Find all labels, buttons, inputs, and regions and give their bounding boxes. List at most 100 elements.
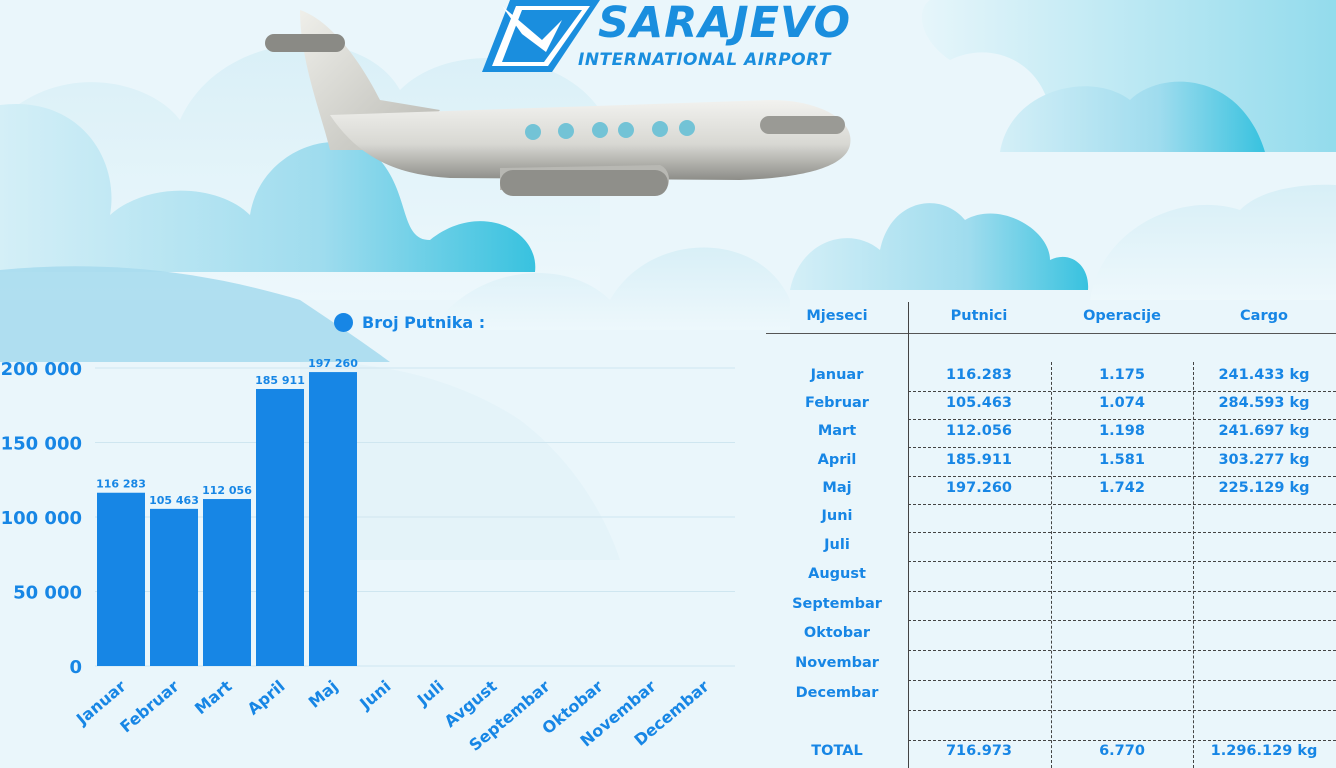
table-row-month: Septembar: [792, 596, 882, 612]
table-cell-putnici: 105.463: [945, 395, 1013, 411]
table-row-month: Novembar: [795, 655, 879, 671]
chart-legend: Broj Putnika :: [334, 311, 485, 333]
airplane-window: [525, 124, 541, 140]
bar-januar: [97, 492, 145, 666]
table-header-divider: [766, 333, 1336, 334]
x-tick-label: Februar: [116, 676, 182, 736]
legend-marker: [334, 312, 353, 332]
cloud-shape: [300, 361, 620, 560]
table-row-month: April: [817, 452, 857, 468]
y-tick-label: 150 000: [1, 434, 82, 455]
airplane-fuselage: [330, 100, 851, 180]
table-total-cargo: 1.296.129 kg: [1210, 743, 1318, 759]
x-tick-label: Maj: [305, 677, 342, 712]
table-header-operacije: Operacije: [1083, 308, 1161, 324]
bar-mart: [203, 499, 251, 666]
table-row-month: August: [808, 566, 866, 582]
bar-februar: [150, 508, 198, 666]
table-row-divider: [908, 740, 1336, 741]
table-column-divider: [908, 302, 909, 768]
table-row-divider: [908, 620, 1336, 621]
data-label: 112 056: [202, 484, 252, 497]
table-total-operacije: 6.770: [1099, 743, 1145, 759]
table-column-divider: [1051, 362, 1052, 768]
table-row-divider: [908, 561, 1336, 562]
table-header-putnici: Putnici: [950, 308, 1008, 324]
airplane-window: [679, 120, 695, 136]
bar-maj: [309, 372, 357, 666]
table-total-putnici: 716.973: [945, 743, 1013, 759]
table-row-month: Januar: [810, 367, 864, 383]
airplane-illustration: [265, 10, 851, 196]
bar-april: [256, 388, 304, 666]
cloud-shape: [1000, 81, 1265, 152]
table-row-month: Juli: [824, 537, 850, 553]
table-row-month: Juni: [821, 508, 853, 524]
data-label: 116 283: [96, 478, 146, 491]
table-cell-putnici: 197.260: [945, 480, 1013, 496]
table-cell-putnici: 185.911: [945, 452, 1013, 468]
data-label: 197 260: [308, 357, 358, 370]
table-row-divider: [908, 391, 1336, 392]
table-row-divider: [908, 680, 1336, 681]
airplane-window: [652, 121, 668, 137]
table-row-divider: [908, 710, 1336, 711]
x-tick-label: Juni: [355, 677, 394, 714]
airplane-cockpit-window: [760, 116, 845, 134]
table-cell-cargo: 284.593 kg: [1218, 395, 1310, 411]
table-header-mjeseci: Mjeseci: [806, 308, 868, 324]
table-cell-operacije: 1.742: [1099, 480, 1145, 496]
table-row-month: Mart: [817, 423, 857, 439]
table-cell-cargo: 225.129 kg: [1218, 480, 1310, 496]
table-row-divider: [908, 447, 1336, 448]
data-label: 105 463: [149, 494, 199, 507]
table-cell-operacije: 1.198: [1099, 423, 1145, 439]
cloud-shape: [430, 247, 790, 330]
table-cell-cargo: 241.433 kg: [1218, 367, 1310, 383]
table-row-month: Maj: [822, 480, 852, 496]
table-cell-cargo: 241.697 kg: [1218, 423, 1310, 439]
table-row-divider: [908, 650, 1336, 651]
cloud-shape: [0, 266, 390, 362]
airplane-window: [618, 122, 634, 138]
table-row-month: Decembar: [795, 685, 879, 701]
table-cell-operacije: 1.581: [1099, 452, 1145, 468]
cloud-shape: [0, 103, 536, 272]
x-tick-label: Mart: [191, 676, 236, 718]
table-row-divider: [908, 419, 1336, 420]
cloud-shape: [790, 203, 1089, 290]
data-label: 185 911: [255, 374, 305, 387]
airplane-stabilizer: [265, 34, 345, 52]
airplane-window: [558, 123, 574, 139]
y-tick-label: 0: [69, 657, 82, 678]
table-cell-putnici: 112.056: [945, 423, 1013, 439]
airport-logo: SARAJEVO INTERNATIONAL AIRPORT: [482, 0, 862, 74]
table-column-divider: [1193, 362, 1194, 768]
table-row-month: Oktobar: [803, 625, 871, 641]
airplane-engine: [500, 170, 668, 196]
table-cell-operacije: 1.074: [1099, 395, 1145, 411]
table-row-divider: [908, 532, 1336, 533]
x-tick-label: Juli: [413, 677, 448, 710]
x-tick-label: April: [244, 677, 289, 719]
table-total-label: TOTAL: [811, 743, 863, 759]
logo-title: SARAJEVO: [598, 0, 852, 48]
table-cell-cargo: 303.277 kg: [1218, 452, 1310, 468]
table-row-divider: [908, 476, 1336, 477]
logo-mark-icon: [482, 0, 600, 72]
table-row-divider: [908, 591, 1336, 592]
table-cell-putnici: 116.283: [945, 367, 1013, 383]
table-row-divider: [908, 504, 1336, 505]
y-tick-label: 50 000: [13, 583, 82, 604]
legend-label: Broj Putnika :: [362, 312, 486, 332]
y-tick-label: 100 000: [1, 508, 82, 529]
logo-subtitle: INTERNATIONAL AIRPORT: [578, 50, 832, 70]
y-tick-label: 200 000: [1, 359, 82, 380]
table-cell-operacije: 1.175: [1099, 367, 1145, 383]
airplane-window: [592, 122, 608, 138]
table-row-month: Februar: [805, 395, 869, 411]
cloud-shape: [1090, 184, 1336, 300]
table-header-cargo: Cargo: [1240, 308, 1288, 324]
